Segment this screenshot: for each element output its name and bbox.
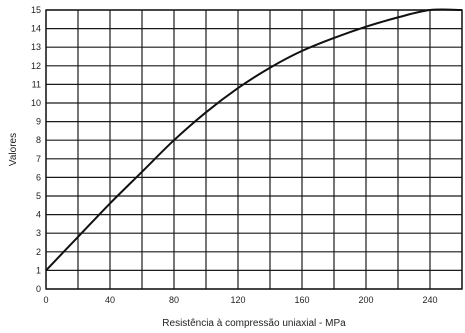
- y-tick-label: 15: [31, 5, 41, 15]
- series-line: [45, 8, 463, 272]
- grid: [45, 9, 463, 290]
- x-axis-label: Resistência à compressão uniaxial - MPa: [162, 318, 346, 329]
- y-tick-label: 4: [36, 210, 41, 220]
- y-tick-label: 0: [36, 284, 41, 294]
- y-tick-label: 2: [36, 247, 41, 257]
- y-tick-label: 12: [31, 61, 41, 71]
- x-tick-label: 120: [230, 295, 245, 305]
- y-tick-label: 14: [31, 24, 41, 34]
- y-tick-label: 3: [36, 228, 41, 238]
- y-tick-label: 9: [36, 117, 41, 127]
- x-tick-labels: 0 40 80 120 160 200 240: [43, 295, 437, 305]
- y-tick-label: 13: [31, 42, 41, 52]
- y-tick-label: 7: [36, 154, 41, 164]
- x-tick-label: 200: [358, 295, 373, 305]
- y-tick-label: 8: [36, 135, 41, 145]
- plot-frame: [45, 9, 463, 290]
- y-tick-label: 1: [36, 265, 41, 275]
- y-tick-label: 11: [32, 79, 41, 89]
- y-axis-label: Valores: [8, 133, 19, 166]
- y-tick-label: 5: [36, 191, 41, 201]
- x-tick-label: 0: [43, 295, 48, 305]
- x-tick-label: 80: [169, 295, 179, 305]
- x-tick-label: 160: [294, 295, 309, 305]
- series-layer: [45, 8, 463, 272]
- y-tick-label: 6: [36, 172, 41, 182]
- x-tick-label: 240: [422, 295, 437, 305]
- y-tick-label: 10: [31, 98, 41, 108]
- x-tick-label: 40: [105, 295, 115, 305]
